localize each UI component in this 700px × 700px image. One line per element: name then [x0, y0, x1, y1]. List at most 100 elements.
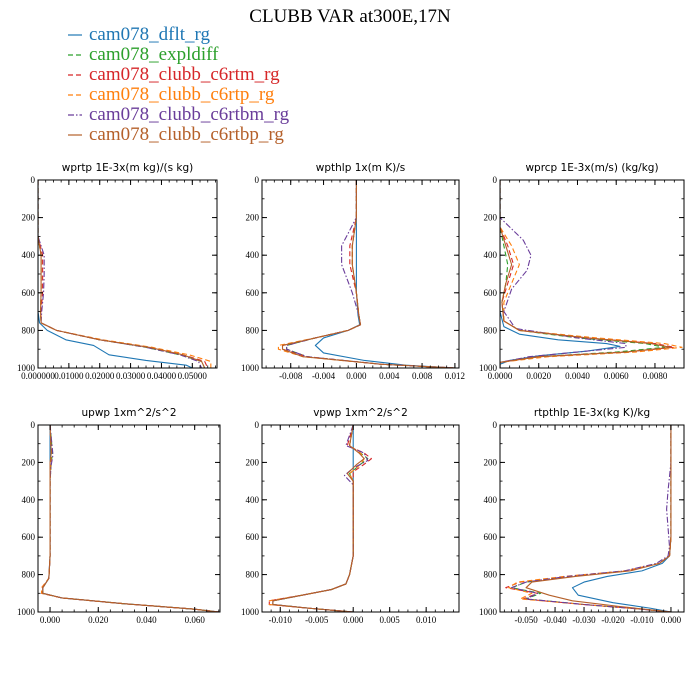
legend-label: cam078_dflt_rg [89, 24, 211, 45]
series-line [42, 425, 219, 612]
x-tick-label: 0.03000 [116, 371, 146, 381]
y-tick-label: 800 [484, 570, 498, 580]
series-line [314, 180, 455, 368]
y-tick-label: 400 [246, 250, 260, 260]
series-line [38, 180, 206, 368]
x-tick-label: -0.008 [279, 371, 303, 381]
x-tick-label: 0.0000 [488, 371, 513, 381]
series-line [38, 180, 206, 368]
x-tick-label: 0.04000 [147, 371, 177, 381]
series-line [508, 425, 672, 612]
series-line [38, 180, 193, 368]
axis-frame [261, 179, 460, 369]
legend-entry: cam078_clubb_c6rtp_rg [68, 84, 275, 105]
x-tick-label: 0.004 [379, 371, 400, 381]
axis-frame [499, 424, 685, 613]
legend-label: cam078_clubb_c6rtm_rg [89, 64, 280, 85]
series-group [41, 425, 219, 612]
legend-label: cam078_expldiff [89, 44, 219, 65]
y-tick-label: 800 [22, 325, 36, 335]
figure-title: CLUBB VAR at300E,17N [249, 6, 451, 27]
y-tick-label: 1000 [17, 363, 36, 373]
y-tick-label: 800 [484, 325, 498, 335]
x-tick-label: 0.060 [185, 615, 206, 625]
y-tick-label: 1000 [241, 607, 260, 617]
y-tick-label: 0 [493, 420, 498, 430]
series-line [500, 180, 683, 368]
y-tick-label: 0 [493, 175, 498, 185]
series-line [38, 180, 212, 368]
series-line [272, 425, 354, 612]
y-tick-label: 400 [22, 250, 36, 260]
y-tick-label: 0 [31, 175, 36, 185]
series-line [42, 425, 219, 612]
chart-panel: wprcp 1E-3x(m/s) (kg/kg) 0 200 400 600 800 100… [479, 162, 685, 381]
y-tick-label: 400 [22, 495, 36, 505]
series-group [505, 425, 672, 612]
y-tick-label: 1000 [479, 607, 498, 617]
x-tick-label: 0.020 [88, 615, 109, 625]
series-line [268, 425, 372, 612]
panel-title: rtpthlp 1E-3x(kg K)/kg [534, 407, 650, 419]
x-tick-label: -0.010 [269, 615, 293, 625]
panel-title: upwp 1xm^2/s^2 [82, 407, 177, 419]
x-tick-label: 0.040 [136, 615, 157, 625]
x-tick-label: -0.040 [543, 615, 567, 625]
chart-panel: vpwp 1xm^2/s^2 0 200 400 600 800 1000 -0.010 -0.… [241, 407, 460, 625]
series-line [281, 180, 455, 368]
y-tick-label: 1000 [241, 363, 260, 373]
x-tick-label: 0.008 [412, 371, 433, 381]
y-tick-label: 600 [484, 288, 498, 298]
y-tick-label: 200 [246, 213, 260, 223]
y-tick-label: 800 [246, 325, 260, 335]
legend-entry: cam078_clubb_c6rtbp_rg [68, 124, 284, 145]
legend-entry: cam078_dflt_rg [68, 24, 211, 45]
series-group [38, 180, 212, 368]
y-tick-label: 1000 [17, 607, 36, 617]
x-tick-label: -0.030 [572, 615, 596, 625]
y-tick-label: 600 [22, 532, 36, 542]
legend-entry: cam078_expldiff [68, 44, 219, 65]
x-tick-label: -0.050 [514, 615, 538, 625]
x-tick-label: -0.004 [312, 371, 336, 381]
x-tick-label: -0.010 [630, 615, 654, 625]
x-tick-label: 0.010 [416, 615, 437, 625]
x-tick-label: 0.0080 [643, 371, 668, 381]
chart-panel: upwp 1xm^2/s^2 0 200 400 600 800 1000 0.000 0.02… [17, 407, 221, 625]
y-tick-label: 400 [484, 495, 498, 505]
panel-title: wprtp 1E-3x(m kg)/(s kg) [62, 162, 193, 174]
y-tick-label: 200 [22, 213, 36, 223]
y-tick-label: 600 [246, 532, 260, 542]
x-tick-label: 0.01000 [54, 371, 84, 381]
legend-label: cam078_clubb_c6rtp_rg [89, 84, 275, 105]
series-line [286, 180, 455, 368]
series-line [268, 425, 365, 612]
series-line [511, 425, 672, 612]
y-tick-label: 200 [246, 457, 260, 467]
y-tick-label: 400 [246, 495, 260, 505]
series-group [500, 180, 683, 368]
y-tick-label: 400 [484, 250, 498, 260]
x-tick-label: 0.005 [380, 615, 401, 625]
series-line [42, 425, 219, 612]
y-tick-label: 0 [255, 175, 260, 185]
series-group [277, 180, 455, 368]
y-tick-label: 0 [31, 420, 36, 430]
x-tick-label: -0.005 [305, 615, 329, 625]
x-tick-label: 0.000 [346, 371, 367, 381]
y-tick-label: 1000 [479, 363, 498, 373]
y-tick-label: 200 [22, 457, 36, 467]
series-line [571, 425, 672, 612]
y-tick-label: 800 [22, 570, 36, 580]
legend-entry: cam078_clubb_c6rtbm_rg [68, 104, 290, 125]
x-tick-label: -0.020 [601, 615, 625, 625]
chart-panel: wpthlp 1x(m K)/s 0 200 400 600 800 1000 -0.008-… [241, 162, 465, 381]
series-line [38, 180, 209, 368]
x-tick-label: 0.0020 [526, 371, 551, 381]
chart-panel: wprtp 1E-3x(m kg)/(s kg) 0 200 400 600 800 100… [17, 162, 218, 381]
legend: cam078_dflt_rgcam078_expldiffcam078_club… [68, 24, 290, 145]
series-group [268, 425, 372, 612]
x-tick-label: 0.000000 [21, 371, 55, 381]
series-line [41, 425, 219, 612]
